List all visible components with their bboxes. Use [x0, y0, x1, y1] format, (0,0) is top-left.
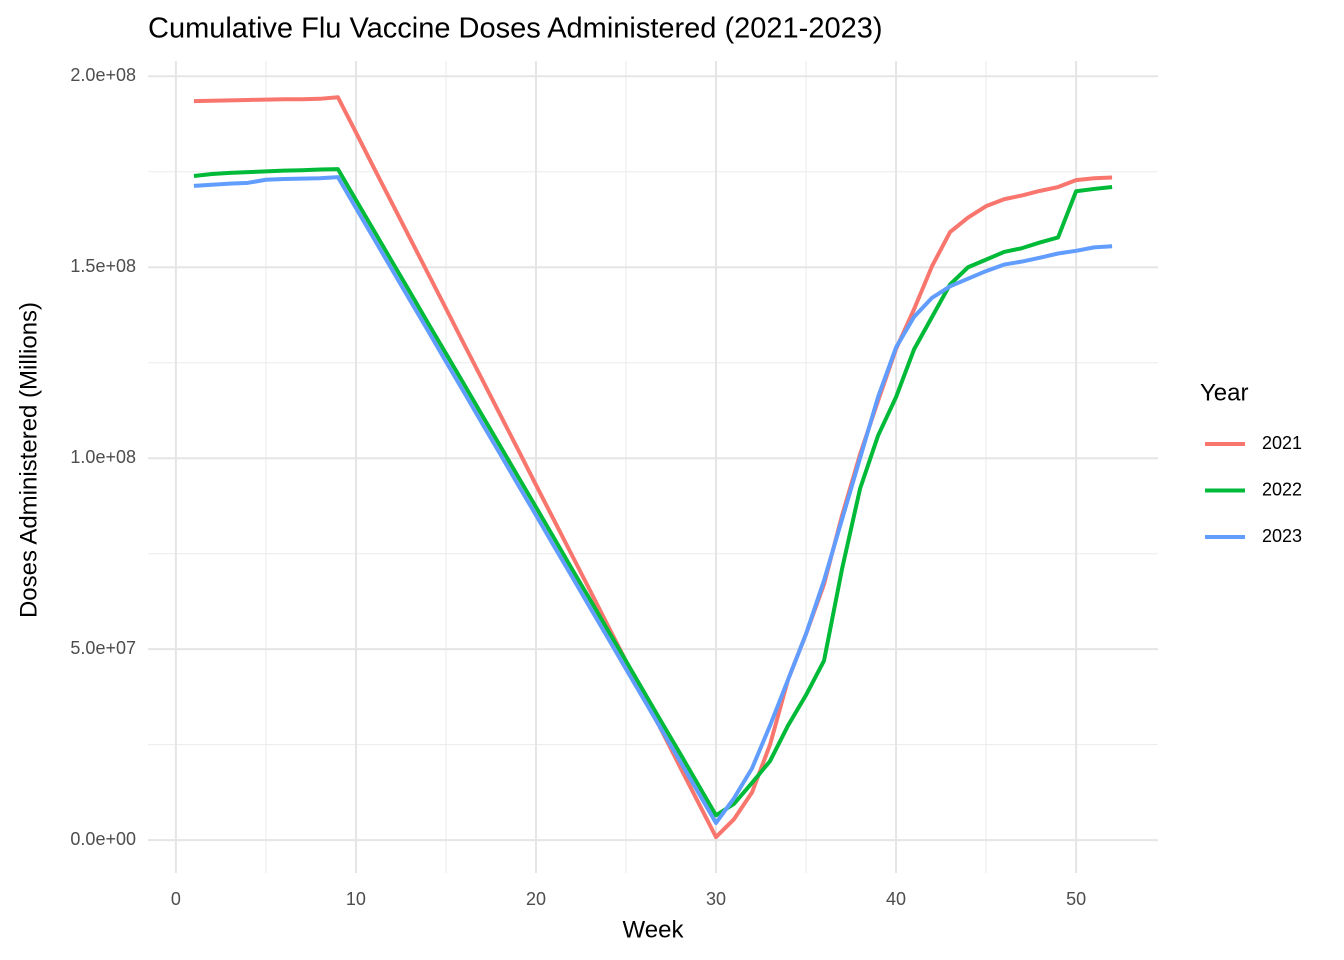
- legend-label: 2023: [1262, 526, 1302, 546]
- x-tick-label: 20: [526, 889, 546, 909]
- series-line: [193, 175, 1113, 825]
- x-tick-label: 30: [706, 889, 726, 909]
- legend-title: Year: [1200, 379, 1249, 406]
- x-tick-label: 0: [171, 889, 181, 909]
- y-tick-label: 1.5e+08: [70, 256, 136, 276]
- y-tick-label: 0.0e+00: [70, 829, 136, 849]
- x-axis-label: Week: [623, 916, 685, 943]
- grid: [148, 61, 1158, 873]
- legend-label: 2022: [1262, 479, 1302, 499]
- y-axis-label: Doses Administered (Millions): [15, 302, 42, 618]
- y-tick-label: 2.0e+08: [70, 65, 136, 85]
- x-tick-label: 40: [886, 889, 906, 909]
- y-tick-label: 5.0e+07: [70, 638, 136, 658]
- legend-label: 2021: [1262, 433, 1302, 453]
- series-line: [193, 167, 1113, 818]
- series-line: [193, 95, 1113, 840]
- x-tick-label: 10: [346, 889, 366, 909]
- y-tick-label: 1.0e+08: [70, 447, 136, 467]
- lines: [193, 95, 1113, 840]
- chart-title: Cumulative Flu Vaccine Doses Administere…: [148, 13, 883, 45]
- x-tick-label: 50: [1066, 889, 1086, 909]
